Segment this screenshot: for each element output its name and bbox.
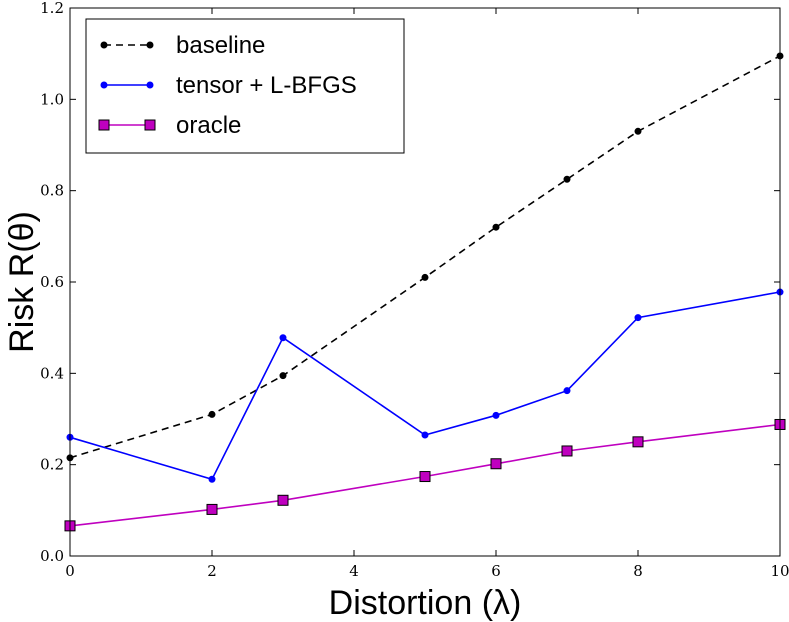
series-line-baseline [69, 55, 781, 459]
y-tick-label: 0.4 [40, 364, 64, 382]
legend-item-oracle: oracle [98, 112, 241, 139]
axis-ticks: 0 2 4 6 8 10 0.0 0.2 0.4 0.6 0.8 1.0 1.2 [40, 0, 789, 580]
data-point-tensor-l-bfgs [208, 475, 216, 483]
series-tensor-l-bfgs [66, 288, 784, 483]
y-tick-label: 1.2 [40, 0, 64, 17]
legend-item-baseline: baseline [100, 32, 265, 59]
data-point-tensor-l-bfgs [563, 387, 571, 395]
series-oracle [64, 418, 786, 532]
data-point-baseline [634, 127, 642, 135]
legend-label-tensor-l-bfgs: tensor + L-BFGS [176, 72, 357, 99]
series-line-tensor-l-bfgs [69, 291, 781, 481]
data-point-oracle [206, 503, 218, 515]
y-tick-label: 0.0 [40, 547, 64, 565]
x-tick-label: 4 [349, 562, 359, 580]
x-tick-label: 0 [65, 562, 75, 580]
y-axis-label: Risk R(θ) [3, 211, 41, 353]
data-point-tensor-l-bfgs [492, 411, 500, 419]
x-tick-label: 2 [207, 562, 217, 580]
data-point-baseline [279, 372, 287, 380]
data-point-baseline [208, 410, 216, 418]
y-tick-label: 0.2 [40, 456, 64, 474]
legend-label-baseline: baseline [176, 32, 265, 59]
data-point-tensor-l-bfgs [279, 334, 287, 342]
legend-marker-baseline [100, 41, 108, 49]
legend-box [85, 18, 405, 154]
data-point-baseline [563, 175, 571, 183]
y-tick-label: 1.0 [40, 90, 64, 108]
data-point-baseline [421, 273, 429, 281]
legend: baseline tensor + L-BFGS oracle [85, 18, 405, 154]
data-point-oracle [277, 494, 289, 506]
data-point-tensor-l-bfgs [634, 314, 642, 322]
legend-label-oracle: oracle [176, 112, 241, 139]
y-tick-label: 0.8 [40, 182, 64, 200]
plot-area [64, 52, 786, 532]
data-point-oracle [490, 458, 502, 470]
x-tick-label: 10 [770, 562, 789, 580]
y-tick-label: 0.6 [40, 273, 64, 291]
legend-marker-tensor-l-bfgs [146, 81, 154, 89]
legend-item-tensor-l-bfgs: tensor + L-BFGS [100, 72, 357, 99]
legend-marker-oracle [98, 119, 110, 131]
x-tick-label: 8 [633, 562, 643, 580]
legend-marker-baseline [146, 41, 154, 49]
data-point-baseline [492, 223, 500, 231]
legend-marker-oracle [144, 119, 156, 131]
series-line-oracle [69, 423, 781, 527]
data-point-oracle [561, 445, 573, 457]
legend-marker-tensor-l-bfgs [100, 81, 108, 89]
x-axis-label: Distortion (λ) [329, 584, 522, 622]
data-point-oracle [632, 436, 644, 448]
data-point-oracle [419, 471, 431, 483]
x-tick-label: 6 [491, 562, 501, 580]
data-point-tensor-l-bfgs [421, 431, 429, 439]
